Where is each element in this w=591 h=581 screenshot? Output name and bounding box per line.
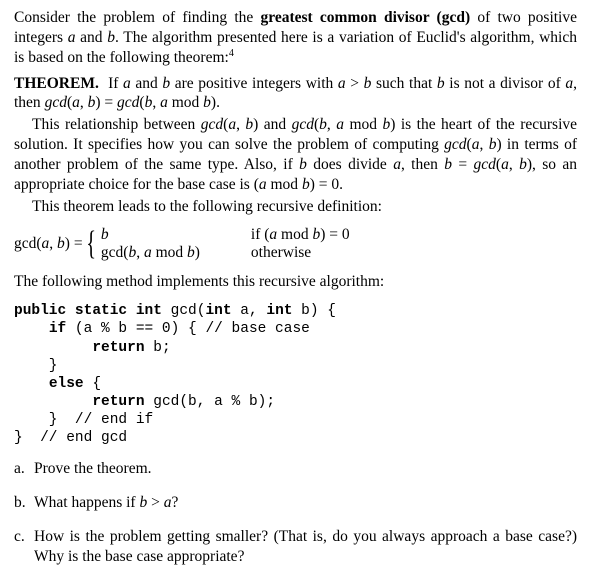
question-a-text: Prove the theorem. <box>34 459 577 479</box>
theorem: THEOREM. If a and b are positive integer… <box>14 74 577 114</box>
case2-left: gcd(b, a mod b) <box>101 244 251 262</box>
question-a-label: a. <box>14 459 34 479</box>
left-brace-icon: { <box>86 227 96 261</box>
question-list: a. Prove the theorem. b. What happens if… <box>14 459 577 566</box>
theorem-label: THEOREM. <box>14 75 99 92</box>
def-cases: b if (a mod b) = 0 gcd(b, a mod b) other… <box>101 226 350 262</box>
question-b: b. What happens if b > a? <box>14 493 577 513</box>
question-a: a. Prove the theorem. <box>14 459 577 479</box>
paragraph-intro: Consider the problem of finding the grea… <box>14 8 577 68</box>
recursive-definition: gcd(a, b) = { b if (a mod b) = 0 gcd(b, … <box>14 226 577 262</box>
document-page: Consider the problem of finding the grea… <box>0 0 591 581</box>
code-block: public static int gcd(int a, int b) { if… <box>14 302 577 447</box>
question-c-text: How is the problem getting smaller? (Tha… <box>34 527 577 567</box>
def-lhs: gcd(a, b) = <box>14 235 83 253</box>
paragraph-leads-to: This theorem leads to the following recu… <box>14 197 577 217</box>
paragraph-implements: The following method implements this rec… <box>14 272 577 292</box>
question-c-label: c. <box>14 527 34 567</box>
paragraph-relationship: This relationship between gcd(a, b) and … <box>14 115 577 194</box>
question-b-text: What happens if b > a? <box>34 493 577 513</box>
question-c: c. How is the problem getting smaller? (… <box>14 527 577 567</box>
question-b-label: b. <box>14 493 34 513</box>
case1-left: b <box>101 226 251 244</box>
case1-right: if (a mod b) = 0 <box>251 226 350 244</box>
case2-right: otherwise <box>251 244 311 262</box>
